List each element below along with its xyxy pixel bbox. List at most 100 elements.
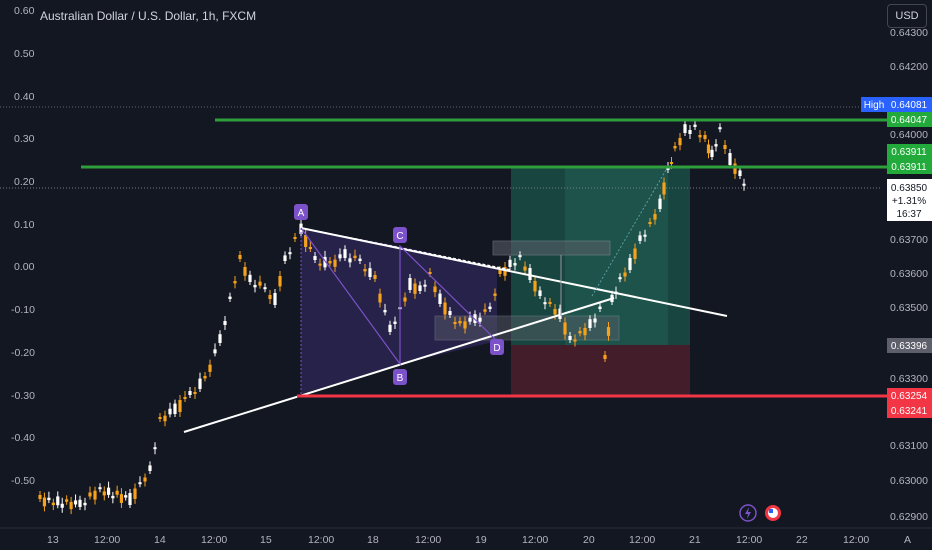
- candle-body: [742, 183, 746, 186]
- pattern-label-b: B: [393, 369, 407, 385]
- time-axis-label: 12:00: [736, 534, 762, 546]
- time-axis: 13 12:00 14 12:00 15 12:00 18 12:00 19 1…: [47, 534, 869, 546]
- us-flag-icon[interactable]: [765, 505, 781, 521]
- candle-body: [153, 447, 157, 450]
- candle-body: [628, 258, 632, 270]
- right-axis-label: 0.63300: [890, 373, 928, 385]
- right-axis-label: 0.62900: [890, 511, 928, 523]
- svg-text:0.63850: 0.63850: [891, 183, 928, 194]
- candle-body: [488, 306, 492, 309]
- candle-body: [603, 355, 607, 359]
- candle-body: [448, 311, 452, 315]
- red-level-tag-b: 0.63241: [887, 403, 932, 418]
- candle-body: [553, 309, 557, 315]
- candle-body: [458, 321, 462, 324]
- left-axis-label: -0.10: [11, 304, 35, 316]
- candle-body: [698, 135, 702, 138]
- candle-body: [42, 497, 47, 507]
- candle-body: [493, 293, 497, 296]
- candle-body: [423, 284, 427, 287]
- green-level-tag-top: 0.64047: [887, 112, 932, 127]
- candle-body: [318, 263, 322, 266]
- svg-text:0.63396: 0.63396: [891, 341, 928, 352]
- candle-body: [498, 270, 502, 274]
- candle-body: [148, 465, 152, 471]
- candle-body: [563, 322, 567, 335]
- auto-scale-button[interactable]: A: [904, 534, 911, 546]
- time-axis-label: 13: [47, 534, 59, 546]
- currency-button[interactable]: USD: [887, 4, 927, 28]
- time-axis-label: 18: [367, 534, 379, 546]
- candle-body: [673, 146, 677, 149]
- candle-body: [228, 296, 232, 299]
- candle-body: [714, 144, 718, 147]
- svg-text:A: A: [298, 208, 305, 219]
- candle-body: [238, 255, 242, 259]
- candle-body: [393, 321, 397, 324]
- right-axis: 0.64300 0.64200 0.64000 0.63700 0.63600 …: [890, 27, 928, 523]
- candle-body: [378, 293, 382, 303]
- time-axis-label: 12:00: [415, 534, 441, 546]
- current-price-tag: 0.63850 +1.31% 16:37: [887, 179, 932, 221]
- range-box-bottom[interactable]: [434, 315, 620, 341]
- candle-body: [473, 314, 477, 323]
- candle-body: [733, 163, 737, 174]
- left-axis-label: 0.20: [14, 176, 35, 188]
- svg-text:16:37: 16:37: [896, 209, 921, 220]
- right-axis-label: 0.64300: [890, 27, 928, 39]
- candle-body: [304, 235, 308, 247]
- candle-body: [368, 268, 372, 277]
- candle-body: [606, 327, 611, 336]
- long-position-stop-zone[interactable]: [511, 345, 690, 397]
- candle-body: [223, 321, 227, 325]
- lower-trendline[interactable]: [183, 297, 615, 433]
- candle-body: [706, 144, 711, 154]
- candle-body: [193, 392, 197, 394]
- candle-body: [433, 286, 437, 293]
- candle-body: [583, 328, 587, 336]
- candle-body: [633, 248, 637, 259]
- candle-body: [38, 495, 42, 499]
- candle-body: [188, 391, 192, 395]
- candle-body: [158, 417, 162, 419]
- svg-text:+1.31%: +1.31%: [892, 196, 926, 207]
- range-box-top[interactable]: [492, 240, 611, 256]
- candle-body: [163, 415, 167, 422]
- candle-body: [124, 495, 128, 498]
- svg-text:C: C: [396, 231, 403, 242]
- left-axis-label: 0.10: [14, 219, 35, 231]
- green-level-tag-b: 0.63911: [887, 159, 932, 174]
- candle-body: [358, 258, 362, 261]
- candle-body: [578, 331, 582, 334]
- abcd-pattern-lines[interactable]: [300, 227, 498, 366]
- time-axis-label: 12:00: [629, 534, 655, 546]
- time-axis-label: 19: [475, 534, 487, 546]
- triangle-pattern-fill: [301, 228, 400, 394]
- left-axis-label: 0.60: [14, 5, 35, 17]
- lightning-icon[interactable]: [739, 504, 757, 522]
- candle-body: [98, 487, 102, 490]
- candle-body: [703, 135, 707, 139]
- candle-body: [453, 322, 457, 324]
- candle-body: [93, 490, 97, 500]
- candle-body: [288, 252, 292, 255]
- right-axis-label: 0.64200: [890, 61, 928, 73]
- upper-trendline-dotted: [300, 227, 512, 271]
- candle-body: [658, 198, 662, 209]
- candle-body: [343, 249, 347, 258]
- candle-body: [483, 309, 487, 312]
- time-axis-label: 12:00: [201, 534, 227, 546]
- candle-body: [408, 278, 412, 290]
- candle-body: [573, 339, 577, 342]
- pattern-label-a: A: [294, 204, 308, 220]
- candle-body: [111, 495, 115, 499]
- candle-body: [173, 403, 177, 414]
- candle-body: [523, 266, 527, 271]
- right-axis-label: 0.63000: [890, 475, 928, 487]
- candle-body: [102, 491, 106, 496]
- candle-body: [683, 124, 687, 133]
- candle-body: [128, 493, 132, 505]
- candle-body: [618, 277, 622, 280]
- candle-body: [273, 293, 277, 305]
